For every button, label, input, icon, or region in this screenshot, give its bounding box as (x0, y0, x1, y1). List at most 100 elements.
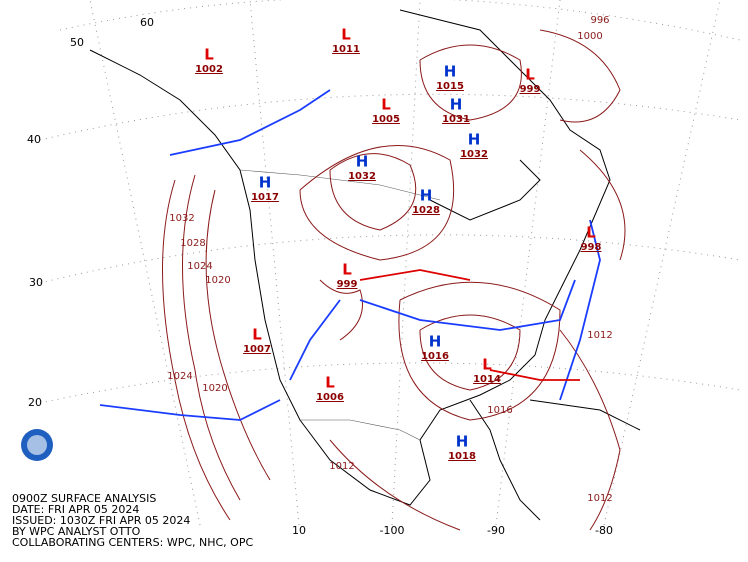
cold-front (559, 219, 601, 401)
isobar-label: 1000 (577, 31, 602, 42)
caption-line: ISSUED: 1030Z FRI APR 05 2024 (12, 514, 190, 527)
pressure-value: 1032 (460, 149, 488, 160)
grid-label: 40 (27, 133, 41, 146)
borders (239, 169, 441, 441)
pressure-symbol: H (356, 153, 369, 171)
grid-label: 60 (140, 16, 154, 29)
caption-line: BY WPC ANALYST OTTO (12, 525, 141, 538)
isobar (539, 29, 621, 123)
grid-label: -100 (380, 524, 405, 537)
cold-front (169, 89, 331, 156)
caption-line: 0900Z SURFACE ANALYSIS (12, 492, 156, 505)
pressure-symbol: L (342, 261, 352, 279)
pressure-symbol: H (450, 96, 463, 114)
pressure-value: 1002 (195, 64, 223, 75)
pressure-value: 1007 (243, 344, 271, 355)
isobar-label: 1012 (329, 461, 354, 472)
caption-line: COLLABORATING CENTERS: WPC, NHC, OPC (12, 536, 253, 549)
pressure-value: 1011 (332, 44, 360, 55)
isobar (329, 153, 417, 231)
pressure-value: 999 (520, 84, 541, 95)
caption-line: DATE: FRI APR 05 2024 (12, 503, 139, 516)
pressure-value: 1017 (251, 192, 279, 203)
warm-front (359, 269, 471, 281)
graticule (39, 0, 741, 526)
pressure-symbol: H (259, 174, 272, 192)
isobar (162, 179, 231, 521)
isobar (299, 144, 455, 261)
pressure-symbol: L (586, 224, 596, 242)
pressure-symbol: L (252, 326, 262, 344)
isobar-label: 1024 (167, 371, 192, 382)
pressure-value: 1032 (348, 171, 376, 182)
fronts (99, 89, 601, 421)
pressure-value: 999 (337, 279, 358, 290)
pressure-symbol: H (420, 187, 433, 205)
coastline (529, 399, 641, 431)
pressure-symbol: H (456, 433, 469, 451)
isobar (182, 174, 241, 501)
grid-label: 50 (70, 36, 84, 49)
isobar (329, 439, 461, 531)
grid-label: 20 (28, 396, 42, 409)
coastline (89, 9, 611, 506)
border (239, 169, 441, 201)
isobar-label: 1012 (587, 330, 612, 341)
pressure-symbol: L (204, 46, 214, 64)
pressure-symbol: H (444, 63, 457, 81)
isobar (398, 281, 561, 421)
coastline (429, 159, 541, 221)
pressure-symbol: L (381, 96, 391, 114)
isobar-label: 1024 (187, 261, 212, 272)
border (300, 419, 421, 441)
isobar (319, 279, 363, 341)
cold-front (289, 299, 341, 381)
pressure-value: 1005 (372, 114, 400, 125)
isobar-label: 1020 (202, 383, 227, 394)
lat-line (39, 93, 741, 141)
cold-front (99, 399, 281, 421)
lat-line (39, 234, 741, 284)
cold-front (359, 279, 576, 331)
isobar (205, 189, 271, 481)
lon-line (391, 0, 421, 526)
lat-line (59, 0, 741, 41)
grid-label: 10 (292, 524, 306, 537)
pressure-symbol: L (482, 356, 492, 374)
isobar-label: 1032 (169, 213, 194, 224)
pressure-symbol: L (525, 66, 535, 84)
pressure-value: 1014 (473, 374, 501, 385)
pressure-value: 1016 (421, 351, 449, 362)
isobar-label: 996 (590, 15, 609, 26)
coastlines (89, 9, 641, 521)
pressure-value: 1031 (442, 114, 470, 125)
warm-front (489, 369, 580, 381)
isobars (162, 29, 626, 531)
pressure-value: 1028 (412, 205, 440, 216)
isobar-label: 1012 (587, 493, 612, 504)
grid-label: -80 (595, 524, 613, 537)
noaa-logo (21, 429, 53, 461)
pressure-value: 1015 (436, 81, 464, 92)
logo-inner (27, 435, 47, 455)
isobar (579, 149, 626, 261)
isobar (419, 314, 521, 391)
grid-label: 30 (29, 276, 43, 289)
pressure-value: 1006 (316, 392, 344, 403)
pressure-symbol: L (341, 26, 351, 44)
grid-label: -90 (487, 524, 505, 537)
pressure-value: 1018 (448, 451, 476, 462)
isobar-label: 1020 (205, 275, 230, 286)
pressure-value: 998 (581, 242, 602, 253)
isobar (419, 44, 522, 121)
pressure-symbol: H (429, 333, 442, 351)
pressure-symbol: L (325, 374, 335, 392)
lon-line (495, 0, 561, 526)
pressure-symbol: H (468, 131, 481, 149)
isobar-label: 1016 (487, 405, 512, 416)
isobar (559, 329, 621, 531)
